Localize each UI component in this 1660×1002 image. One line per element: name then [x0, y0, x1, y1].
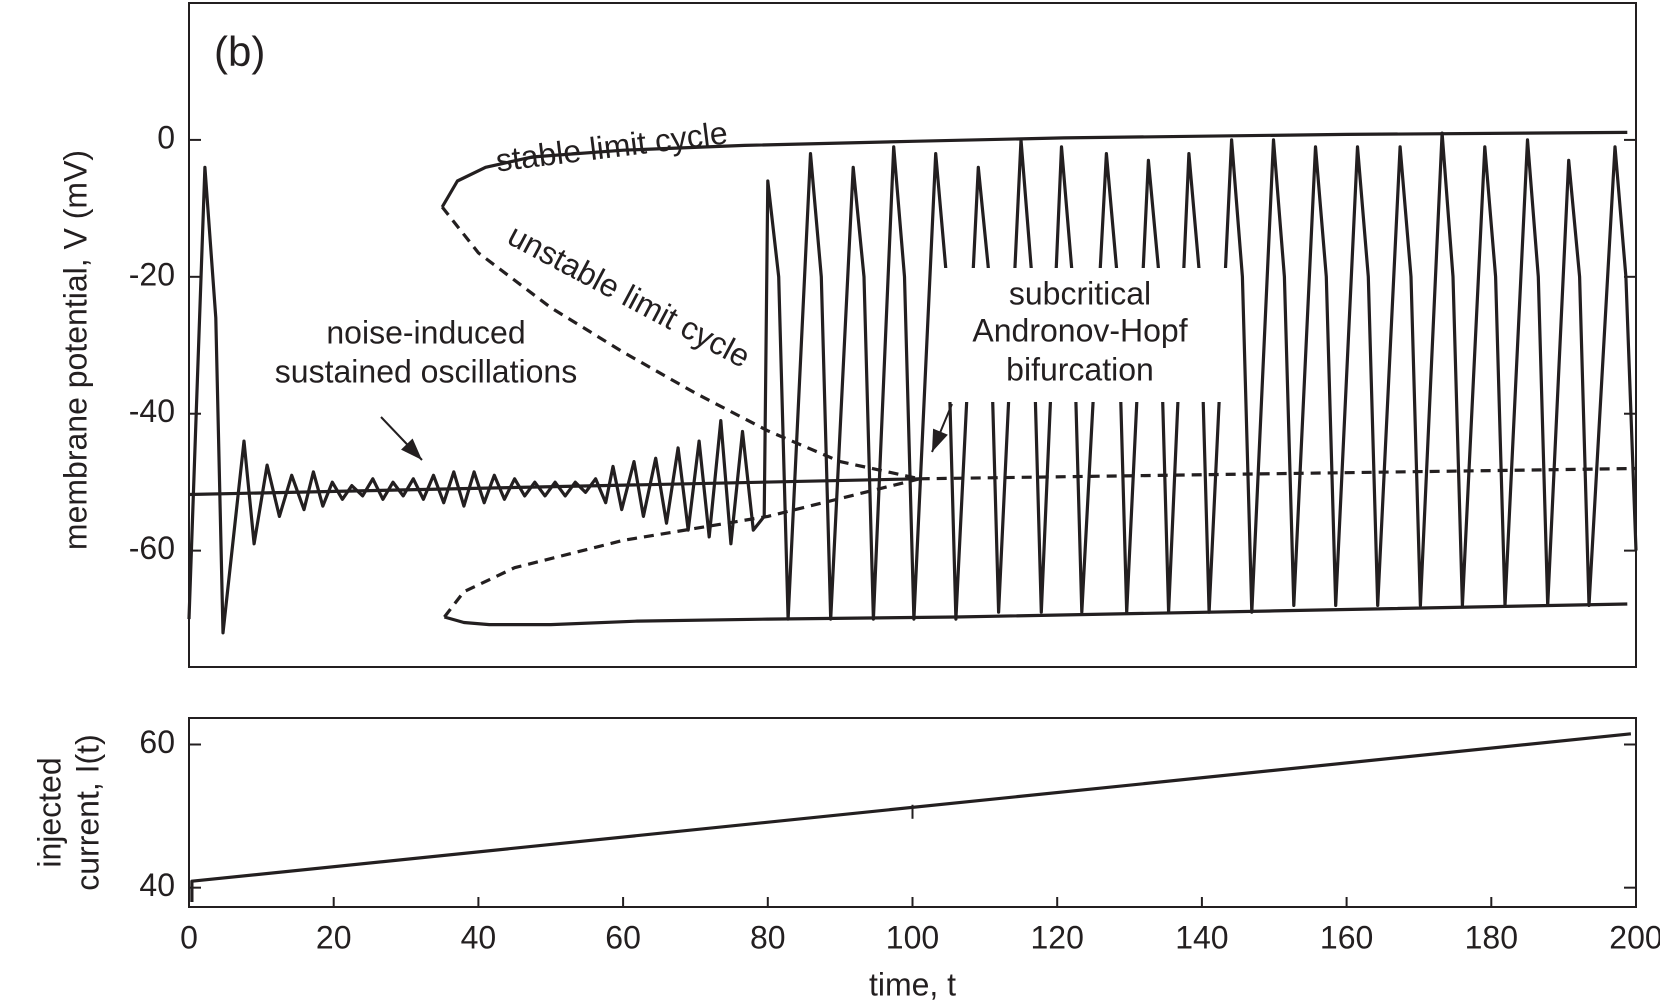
- y-tick-label: 40: [139, 867, 175, 903]
- data-line: [440, 130, 1628, 208]
- x-tick-label: 0: [180, 919, 198, 955]
- x-tick-label: 120: [1031, 919, 1084, 955]
- arrow-head: [401, 438, 422, 460]
- annotation: bifurcation: [1006, 351, 1154, 387]
- x-tick-label: 60: [605, 919, 641, 955]
- annotation: stable limit cycle: [494, 114, 730, 178]
- annotation-backdrop: [938, 268, 1230, 402]
- y-tick-label: -20: [129, 256, 175, 292]
- data-line: [443, 477, 921, 618]
- x-tick-label: 160: [1320, 919, 1373, 955]
- x-tick-label: 140: [1175, 919, 1228, 955]
- x-tick-label: 200: [1609, 919, 1660, 955]
- data-line: [919, 466, 1637, 481]
- data-line: [190, 732, 1632, 902]
- y-tick-label: -40: [129, 393, 175, 429]
- annotation: sustained oscillations: [275, 353, 577, 389]
- annotation: unstable limit cycle: [502, 217, 756, 375]
- arrow-head: [932, 428, 948, 452]
- panel-label: (b): [214, 28, 265, 75]
- y-axis-label: membrane potential, V (mV): [57, 150, 93, 550]
- x-tick-label: 180: [1465, 919, 1518, 955]
- annotation: Andronov-Hopf: [972, 312, 1187, 348]
- x-tick-label: 40: [461, 919, 497, 955]
- x-axis-label: time, t: [869, 966, 956, 1002]
- plot-frame: [188, 2, 1637, 668]
- data-line: [443, 602, 1628, 627]
- annotation: noise-induced: [326, 314, 525, 350]
- y-tick-label: 0: [157, 119, 175, 155]
- y-tick-label: -60: [129, 530, 175, 566]
- data-line: [440, 206, 921, 481]
- data-line: [188, 477, 920, 497]
- y-axis-label: current, I(t): [69, 734, 105, 890]
- y-tick-label: 60: [139, 724, 175, 760]
- x-tick-label: 80: [750, 919, 786, 955]
- annotation: subcritical: [1009, 275, 1151, 311]
- y-axis-label: injected: [31, 757, 67, 867]
- x-tick-label: 100: [886, 919, 939, 955]
- x-tick-label: 20: [316, 919, 352, 955]
